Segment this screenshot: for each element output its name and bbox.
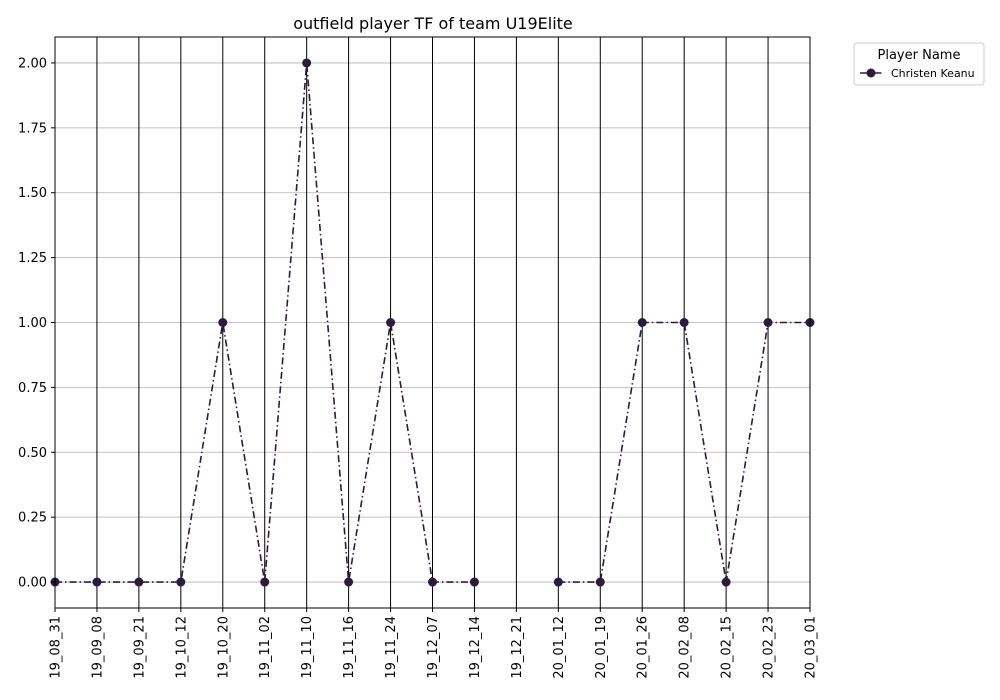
legend-title: Player Name xyxy=(878,48,961,63)
legend-series-marker xyxy=(866,68,876,78)
x-tick-label: 20_01_19 xyxy=(594,616,609,679)
y-tick-label: 2.00 xyxy=(18,56,47,71)
x-tick-label: 19_12_21 xyxy=(510,616,525,679)
data-point xyxy=(595,577,605,587)
x-tick-label: 20_01_26 xyxy=(636,616,651,679)
data-point xyxy=(134,577,144,587)
y-tick-label: 0.50 xyxy=(18,446,47,461)
x-tick-label: 19_11_02 xyxy=(258,616,273,679)
x-tick-label: 19_09_21 xyxy=(132,616,147,679)
legend: Player Name Christen Keanu xyxy=(853,42,985,86)
x-tick-label: 20_01_12 xyxy=(552,616,567,679)
data-point xyxy=(260,577,270,587)
data-point xyxy=(302,58,312,68)
x-tick-label: 19_11_16 xyxy=(342,616,357,679)
data-point xyxy=(386,318,396,327)
y-axis: 0.00 0.25 0.50 0.75 1.00 1.25 1.50 1.75 2.00 xyxy=(18,56,55,591)
chart-title: outfield player TF of team U19Elite xyxy=(293,14,573,33)
x-tick-label: 19_11_10 xyxy=(300,616,315,679)
x-tick-label: 19_11_24 xyxy=(384,616,399,679)
y-tick-label: 0.25 xyxy=(18,511,47,526)
y-tick-label: 1.75 xyxy=(18,121,47,136)
series-layer xyxy=(50,58,815,587)
data-point xyxy=(428,577,437,587)
y-tick-label: 1.25 xyxy=(18,251,47,266)
x-tick-label: 20_03_01 xyxy=(804,616,819,679)
data-point xyxy=(469,577,479,587)
data-point xyxy=(763,318,773,327)
y-tick-label: 0.75 xyxy=(18,381,47,396)
legend-box xyxy=(853,42,985,86)
data-point xyxy=(218,318,228,327)
x-tick-label: 20_02_08 xyxy=(678,616,693,679)
data-point xyxy=(176,577,186,587)
grid-layer xyxy=(54,37,811,608)
y-tick-label: 0.00 xyxy=(18,576,47,591)
x-axis: 19_08_31 19_09_08 19_09_21 19_10_12 19_10_20… xyxy=(49,608,819,679)
x-tick-label: 19_12_14 xyxy=(468,616,483,679)
y-tick-label: 1.50 xyxy=(18,186,47,201)
x-tick-label: 19_12_07 xyxy=(426,616,441,679)
x-tick-label: 19_09_08 xyxy=(90,616,105,679)
data-point xyxy=(92,577,102,587)
y-tick-label: 1.00 xyxy=(18,316,47,331)
x-tick-label: 20_02_15 xyxy=(720,616,735,679)
data-point xyxy=(553,577,563,587)
x-tick-label: 20_02_23 xyxy=(762,616,777,679)
data-point xyxy=(344,577,354,587)
data-point xyxy=(679,318,689,327)
x-tick-label: 19_08_31 xyxy=(49,616,64,679)
x-tick-label: 19_10_20 xyxy=(216,616,231,679)
legend-series-label: Christen Keanu xyxy=(891,67,975,80)
x-tick-label: 19_10_12 xyxy=(174,616,189,679)
data-point xyxy=(637,318,647,327)
data-point xyxy=(721,577,731,587)
